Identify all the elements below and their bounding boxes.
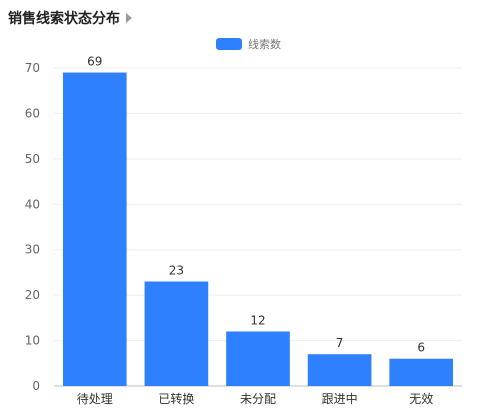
y-tick-label: 60 xyxy=(25,106,40,120)
caret-right-icon[interactable] xyxy=(126,13,132,23)
bar-value-label: 12 xyxy=(250,313,265,327)
y-tick-label: 50 xyxy=(25,152,40,166)
bar[interactable] xyxy=(389,358,454,386)
y-tick-label: 70 xyxy=(25,61,40,75)
x-tick-label: 未分配 xyxy=(240,392,276,406)
x-tick-label: 已转换 xyxy=(158,391,194,406)
x-tick-label: 无效 xyxy=(409,391,433,406)
bar[interactable] xyxy=(62,72,127,387)
y-tick-label: 10 xyxy=(25,334,40,348)
bar-value-label: 7 xyxy=(336,336,344,350)
chart-title-row: 销售线索状态分布 xyxy=(8,8,132,28)
y-tick-label: 30 xyxy=(25,243,40,257)
chart-title: 销售线索状态分布 xyxy=(8,11,120,27)
bar-value-label: 6 xyxy=(417,341,425,355)
y-tick-label: 40 xyxy=(25,197,40,211)
y-tick-label: 20 xyxy=(25,288,40,302)
bar[interactable] xyxy=(226,331,290,386)
bar-value-label: 69 xyxy=(87,55,102,69)
bar[interactable] xyxy=(144,281,209,386)
bar-value-label: 23 xyxy=(169,264,184,278)
legend-swatch[interactable] xyxy=(216,38,242,50)
y-tick-label: 0 xyxy=(32,379,40,393)
x-tick-label: 跟进中 xyxy=(322,391,358,406)
legend-label: 线索数 xyxy=(248,37,281,51)
x-tick-label: 待处理 xyxy=(77,392,113,406)
bar[interactable] xyxy=(307,354,372,386)
